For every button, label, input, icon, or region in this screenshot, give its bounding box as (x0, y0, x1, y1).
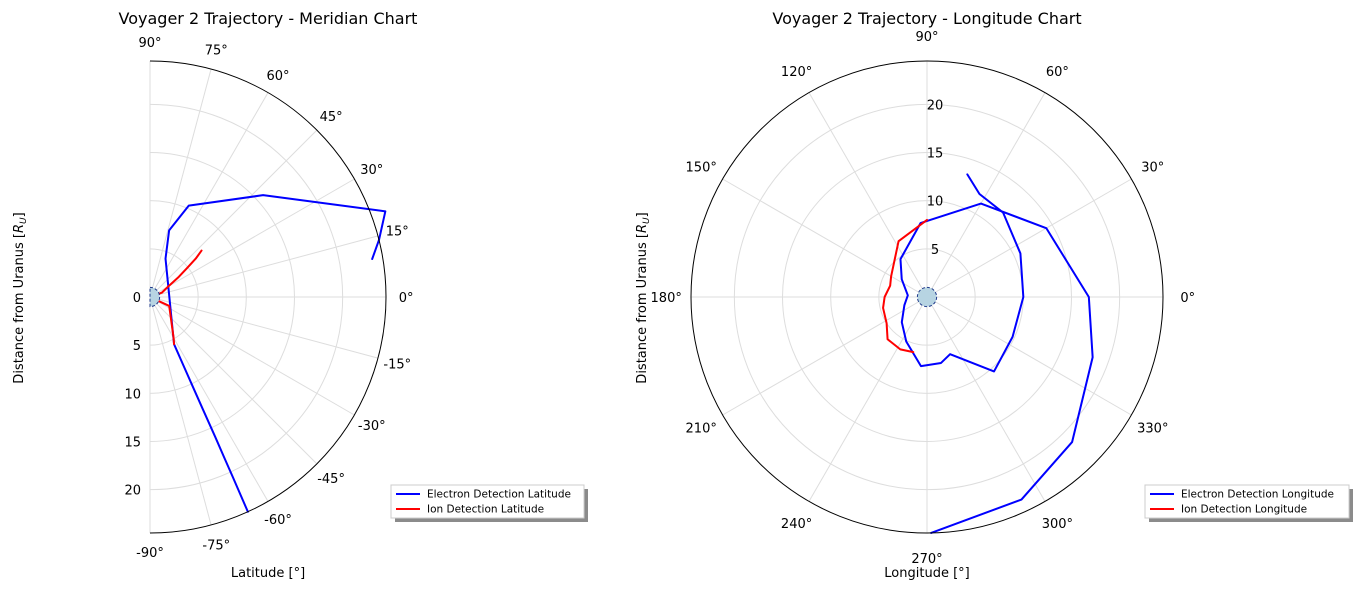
longitude-grid-spoke (926, 178, 1132, 298)
longitude-angle-tick-label: 150° (686, 161, 717, 176)
longitude-grid-spoke (808, 92, 928, 298)
meridian-angle-tick-label: -30° (358, 419, 386, 434)
meridian-angle-tick-label: 75° (205, 44, 228, 59)
meridian-grid-spoke (149, 129, 318, 298)
meridian-grid-spoke (149, 178, 355, 298)
meridian-radial-tick-label: 10 (124, 387, 141, 402)
meridian-ylabel: Distance from Uranus [RU] (12, 212, 29, 383)
meridian-angle-tick-label: 30° (360, 163, 383, 178)
meridian-angle-tick-label: 15° (386, 225, 409, 240)
longitude-radial-tick-label: 10 (927, 195, 944, 210)
meridian-radial-tick-label: 0 (133, 291, 141, 306)
longitude-grid-spoke (808, 296, 928, 502)
longitude-series (882, 173, 1094, 534)
meridian-angle-tick-label: 45° (320, 110, 343, 125)
meridian-grid-spoke (149, 68, 212, 298)
meridian-angle-tick-label: -15° (383, 357, 411, 372)
longitude-chart-title: Voyager 2 Trajectory - Longitude Chart (772, 9, 1081, 28)
uranus-planet-longitude (916, 286, 938, 308)
meridian-radial-tick-label: 15 (124, 436, 141, 451)
longitude-legend-box (1144, 484, 1350, 519)
meridian-ion-line (150, 249, 203, 346)
longitude-grid-spoke (722, 296, 928, 416)
longitude-angle-tick-label: 300° (1042, 517, 1073, 532)
meridian-ylabel-sub: U (19, 217, 29, 224)
longitude-grid-spoke (926, 296, 1132, 416)
longitude-legend: Electron Detection Longitude Ion Detecti… (1144, 484, 1353, 522)
longitude-angle-tick-label: 270° (911, 552, 942, 567)
longitude-angle-tick-label: 330° (1137, 421, 1168, 436)
meridian-frame (149, 60, 387, 534)
meridian-grid-spoke (149, 296, 379, 359)
meridian-radial-tick-label: 5 (133, 339, 141, 354)
longitude-grid-spoke (722, 178, 928, 298)
longitude-legend-ion-label: Ion Detection Longitude (1181, 504, 1307, 516)
meridian-grid-spoke (149, 92, 269, 298)
longitude-xlabel: Longitude [°] (884, 566, 969, 581)
meridian-radial-tick-label: 20 (124, 484, 141, 499)
longitude-angle-tick-label: 90° (915, 30, 938, 45)
uranus-planet-meridian (149, 286, 161, 308)
meridian-angle-tick-label: 60° (266, 69, 289, 84)
meridian-angle-tick-label: -90° (136, 546, 164, 561)
meridian-angle-tick-label: -45° (317, 472, 345, 487)
longitude-ylabel-main: Distance from Uranus [ (635, 233, 650, 384)
longitude-angle-tick-label: 240° (781, 517, 812, 532)
longitude-angle-tick-label: 30° (1141, 161, 1164, 176)
longitude-ylabel: Distance from Uranus [RU] (635, 212, 652, 383)
longitude-radial-tick-label: 15 (927, 147, 944, 162)
longitude-frame (690, 60, 1164, 534)
meridian-latitude-ticks: 90° 75° 60° 45° 30° 15° 0° -15° -30° -45° -60° -75°… (136, 36, 413, 561)
meridian-ylabel-math: R (12, 224, 27, 233)
longitude-grid-spoke (926, 92, 1046, 298)
meridian-angle-tick-label: 0° (399, 291, 414, 306)
longitude-ylabel-sub: U (642, 217, 652, 224)
longitude-radial-tick-label: 5 (931, 243, 939, 258)
meridian-radial-ticks: 0 5 10 15 20 (124, 291, 141, 499)
meridian-ylabel-close: ] (12, 212, 27, 217)
meridian-grid-spoke (149, 296, 212, 526)
longitude-chart: Voyager 2 Trajectory - Longitude Chart 0… (635, 9, 1353, 581)
meridian-legend: Electron Detection Latitude Ion Detectio… (390, 484, 588, 522)
meridian-legend-electron-label: Electron Detection Latitude (427, 489, 571, 501)
longitude-angle-tick-label: 180° (651, 291, 682, 306)
longitude-angle-tick-label: 120° (781, 65, 812, 80)
meridian-grid-spoke (149, 235, 379, 298)
longitude-legend-electron-label: Electron Detection Longitude (1181, 489, 1334, 501)
longitude-ylabel-math: R (635, 224, 650, 233)
meridian-legend-box (390, 484, 585, 519)
meridian-grid (149, 61, 386, 533)
meridian-chart-title: Voyager 2 Trajectory - Meridian Chart (119, 9, 418, 28)
longitude-angle-tick-label: 210° (686, 421, 717, 436)
meridian-grid-spoke (149, 296, 318, 465)
longitude-angle-ticks: 0° 30° 60° 90° 120° 150° 180° 210° 240° 270° 300° 3… (651, 30, 1196, 567)
meridian-grid-spoke (149, 296, 355, 416)
longitude-electron-line (899, 173, 1094, 534)
longitude-radial-tick-label: 20 (927, 98, 944, 113)
longitude-angle-tick-label: 0° (1180, 291, 1195, 306)
meridian-xlabel: Latitude [°] (231, 566, 305, 581)
longitude-angle-tick-label: 60° (1046, 65, 1069, 80)
meridian-angle-tick-label: 90° (138, 36, 161, 51)
meridian-grid-spoke (149, 296, 269, 502)
meridian-angle-tick-label: -60° (264, 513, 292, 528)
meridian-angle-tick-label: -75° (202, 538, 230, 553)
meridian-chart: Voyager 2 Trajectory - Meridian Chart 90… (12, 9, 588, 581)
longitude-grid-spoke (926, 296, 1046, 502)
meridian-ylabel-main: Distance from Uranus [ (12, 233, 27, 384)
meridian-series (150, 194, 387, 513)
longitude-ion-line (882, 218, 928, 354)
longitude-ylabel-close: ] (635, 212, 650, 217)
longitude-radial-ticks: 5 10 15 20 (927, 98, 944, 257)
meridian-legend-ion-label: Ion Detection Latitude (427, 504, 544, 516)
